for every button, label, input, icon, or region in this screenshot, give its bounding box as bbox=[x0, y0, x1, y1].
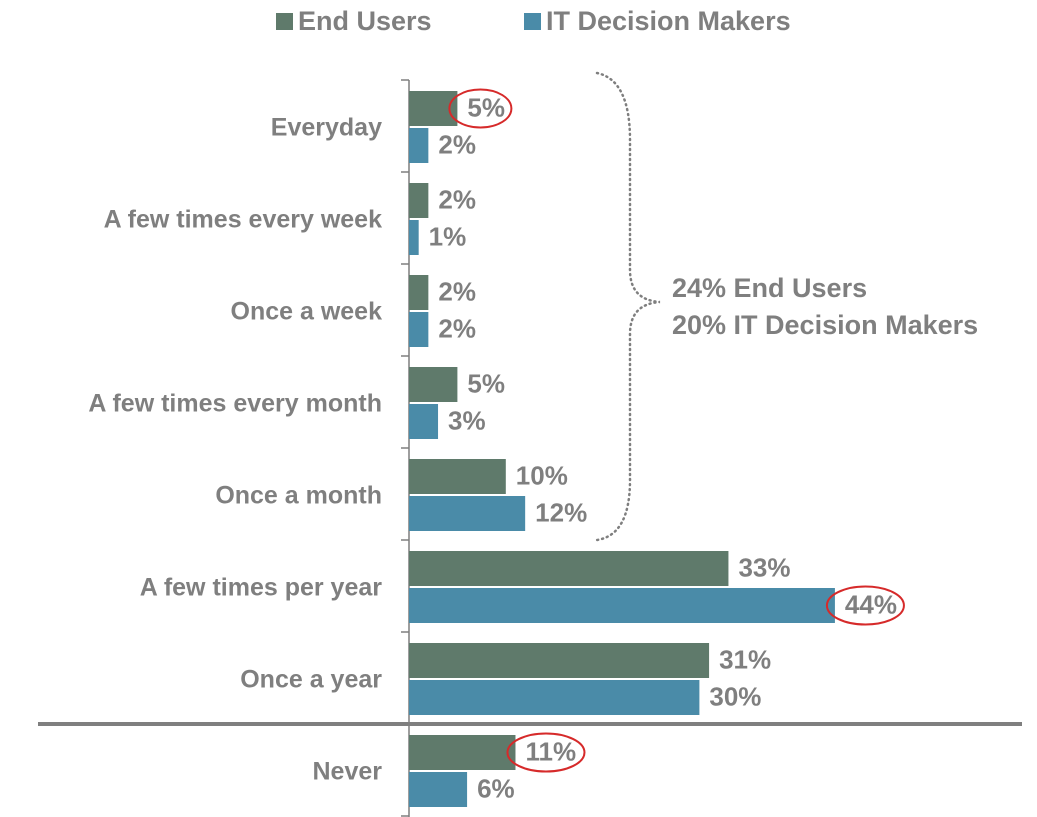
brace bbox=[595, 71, 661, 542]
bar bbox=[409, 128, 429, 163]
bar bbox=[409, 183, 429, 218]
category-label: Never bbox=[313, 758, 383, 786]
category-label: Once a month bbox=[215, 482, 382, 510]
bar bbox=[409, 220, 419, 255]
bar bbox=[409, 367, 458, 402]
legend-swatch bbox=[524, 13, 541, 30]
value-label: 44% bbox=[845, 589, 897, 619]
annotation: 24% End Users bbox=[672, 273, 867, 303]
highlight-circle bbox=[448, 88, 513, 129]
category-label: A few times per year bbox=[140, 574, 383, 602]
category-label: A few times every month bbox=[88, 390, 382, 418]
bar bbox=[409, 772, 468, 807]
value-label: 2% bbox=[438, 276, 476, 306]
value-label: 11% bbox=[525, 736, 576, 766]
highlight-circle bbox=[825, 585, 905, 626]
value-label: 2% bbox=[438, 184, 476, 214]
bar bbox=[409, 404, 439, 439]
category-label: A few times every week bbox=[104, 206, 382, 234]
legend-label: End Users bbox=[298, 6, 432, 36]
legend-label: IT Decision Makers bbox=[546, 6, 791, 36]
bar bbox=[409, 680, 700, 715]
category-label: Once a week bbox=[231, 298, 383, 326]
bar bbox=[409, 275, 429, 310]
bar bbox=[409, 459, 506, 494]
axis-ticks bbox=[401, 79, 409, 817]
category-label: Everyday bbox=[271, 114, 382, 142]
bar bbox=[409, 496, 526, 531]
value-label: 3% bbox=[448, 405, 486, 435]
category-label: Once a year bbox=[240, 666, 382, 694]
value-label: 2% bbox=[438, 313, 476, 343]
value-label: 10% bbox=[516, 460, 568, 490]
value-label: 6% bbox=[477, 773, 515, 803]
value-label: 1% bbox=[429, 221, 467, 251]
bar bbox=[409, 551, 729, 586]
value-label: 12% bbox=[535, 497, 587, 527]
bar bbox=[409, 588, 835, 623]
value-label: 33% bbox=[738, 552, 790, 582]
value-label: 31% bbox=[719, 644, 771, 674]
value-label: 30% bbox=[709, 681, 761, 711]
highlight-circle bbox=[506, 732, 586, 773]
annotation: 20% IT Decision Makers bbox=[672, 310, 978, 340]
bar bbox=[409, 735, 516, 770]
legend-swatch bbox=[276, 13, 293, 30]
value-label: 5% bbox=[467, 92, 505, 122]
value-label: 2% bbox=[438, 129, 476, 159]
bar bbox=[409, 643, 710, 678]
value-label: 5% bbox=[467, 368, 505, 398]
bar bbox=[409, 312, 429, 347]
